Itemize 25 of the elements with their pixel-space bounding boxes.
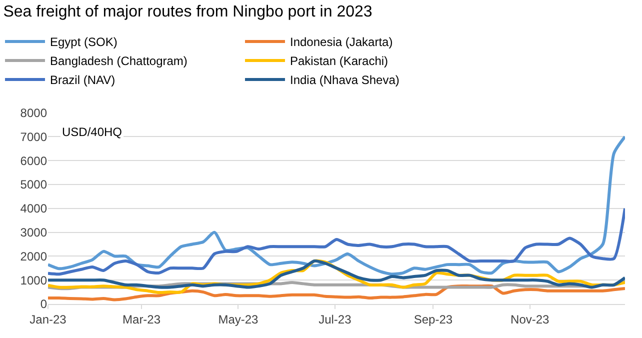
- x-tick-label: Mar-23: [122, 312, 161, 326]
- y-tick-label: 8000: [20, 106, 48, 120]
- y-tick-label: 0: [40, 297, 48, 312]
- line-series: [48, 206, 625, 276]
- y-tick-label: 7000: [20, 130, 48, 144]
- y-tick-label: 6000: [20, 154, 48, 168]
- x-tick-label: May-23: [218, 312, 259, 326]
- line-series: [48, 259, 625, 289]
- y-tick-label: 3000: [20, 226, 48, 240]
- legend-label: Indonesia (Jakarta): [290, 35, 393, 50]
- y-axis-title: USD/40HQ: [62, 125, 122, 139]
- legend-label: Brazil (NAV): [50, 73, 116, 88]
- chart-title: Sea freight of major routes from Ningbo port in 2023: [3, 3, 372, 20]
- y-tick-label: 4000: [20, 202, 48, 216]
- x-tick-label: Jan-23: [30, 312, 67, 326]
- legend-label: Bangladesh (Chattogram): [50, 54, 188, 68]
- legend-label: Pakistan (Karachi): [290, 54, 388, 68]
- y-tick-label: 5000: [20, 178, 48, 192]
- x-tick-label: Jul-23: [318, 312, 352, 326]
- y-tick-label: 2000: [20, 249, 48, 264]
- legend-label: India (Nhava Sheva): [290, 73, 400, 88]
- legend-label: Egypt (SOK): [50, 35, 118, 50]
- x-tick-label: Nov-23: [510, 312, 550, 326]
- y-tick-label: 1000: [20, 273, 48, 288]
- x-tick-label: Sep-23: [414, 312, 453, 326]
